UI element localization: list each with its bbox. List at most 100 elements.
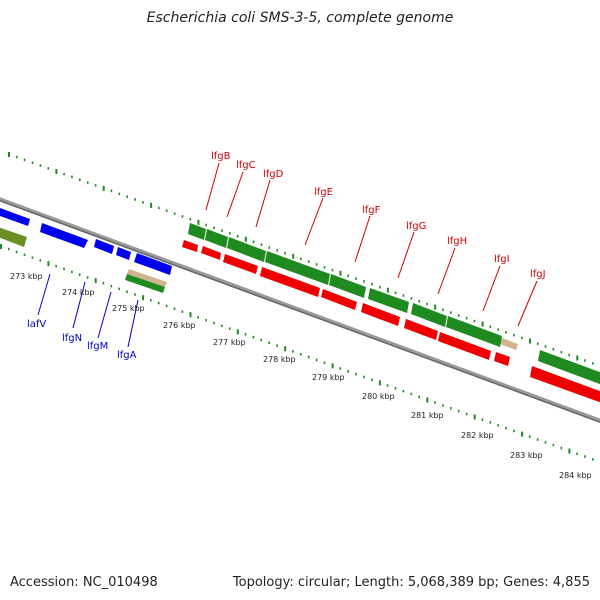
gene-label-lfgD: lfgD: [263, 169, 284, 180]
track-dot: [505, 331, 507, 334]
cds-arrow-red: [438, 332, 491, 360]
track-dot: [323, 266, 326, 269]
cds-arrow-blue: [134, 253, 172, 275]
track-dot: [315, 263, 318, 266]
track-dot: [544, 441, 547, 444]
track-dot: [55, 169, 58, 174]
gene-bar-green: [538, 350, 600, 385]
track-dot: [63, 172, 65, 176]
track-dot: [315, 358, 318, 362]
track-dot: [307, 260, 310, 263]
track-dot: [339, 270, 342, 276]
track-dot: [497, 424, 499, 427]
scale-label: 274 kbp: [62, 288, 95, 297]
gene-bar-green: [446, 316, 502, 347]
track-dot: [31, 161, 34, 164]
track-dot: [15, 155, 18, 159]
gene-bar-green: [265, 251, 330, 285]
track-dot: [181, 310, 184, 313]
track-dot: [260, 338, 263, 342]
gene-bar-green: [411, 303, 447, 327]
scale-label: 284 kbp: [559, 471, 592, 480]
cds-arrow-red: [321, 289, 357, 310]
track-dot: [363, 375, 365, 379]
scale-label: 273 kbp: [10, 272, 43, 281]
gene-label-lfgJ: lfgJ: [530, 269, 546, 280]
track-dot: [126, 195, 128, 198]
map-title: Escherichia coli SMS-3-5, complete genom…: [146, 10, 454, 26]
track-dot: [157, 301, 160, 305]
track-dot: [110, 284, 113, 288]
track-dot: [23, 158, 26, 162]
track-dot: [418, 395, 420, 399]
track-dot: [213, 321, 215, 325]
gene-label-lfgM: lfgM: [87, 341, 108, 352]
track-dot: [481, 321, 484, 327]
track-dot: [268, 246, 271, 249]
scale-label: 279 kbp: [312, 373, 345, 382]
green-gene-track: [188, 223, 600, 385]
track-dot: [592, 362, 594, 365]
track-dot: [434, 401, 436, 404]
track-dot: [402, 389, 405, 393]
track-dot: [560, 350, 563, 354]
track-dot: [529, 338, 531, 344]
scale-label: 278 kbp: [263, 355, 296, 364]
track-dot: [158, 206, 160, 210]
cds-arrow-red: [361, 303, 400, 326]
tan-feature: [500, 338, 518, 350]
scale-label: 283 kbp: [510, 451, 543, 460]
track-dot: [473, 319, 476, 323]
cds-arrow-blue: [94, 239, 114, 254]
track-dot: [94, 278, 97, 284]
cds-arrow-red: [201, 246, 221, 260]
track-dot: [134, 293, 136, 296]
track-dot: [347, 370, 349, 373]
track-dot: [584, 359, 586, 362]
track-dot: [221, 324, 223, 328]
red-label-lines: [205, 162, 538, 327]
track-dot: [378, 380, 381, 386]
track-dot: [252, 335, 255, 339]
gene-label-lfgH: lfgH: [447, 236, 467, 247]
cds-arrow-red: [182, 240, 198, 252]
track-dot: [236, 235, 239, 238]
track-dot: [244, 236, 247, 242]
track-dot: [331, 268, 334, 272]
track-dot: [142, 295, 145, 301]
cds-arrow-red: [494, 352, 510, 366]
track-dot: [560, 446, 563, 450]
track-dot: [307, 355, 310, 359]
track-dot: [481, 418, 484, 421]
track-dot: [576, 452, 578, 455]
track-dot: [134, 198, 136, 201]
track-dot: [394, 387, 397, 390]
gene-label-lfgC: lfgC: [236, 160, 256, 171]
track-dot: [165, 209, 168, 212]
track-dot: [410, 392, 413, 396]
track-dot: [31, 256, 34, 259]
gene-label-lfgI: lfgI: [494, 254, 510, 265]
upper-dotted-track: [8, 152, 594, 365]
track-dot: [55, 264, 57, 268]
track-dot: [386, 384, 389, 387]
track-dot: [457, 409, 460, 413]
track-dot: [189, 312, 192, 318]
track-dot: [292, 253, 295, 259]
track-dot: [276, 344, 278, 347]
track-dot: [513, 333, 515, 337]
track-dot: [197, 316, 199, 319]
gene-bar-green: [205, 229, 228, 248]
track-dot: [521, 336, 523, 340]
track-dot: [94, 184, 97, 187]
track-dot: [213, 226, 215, 229]
track-dot: [300, 257, 302, 261]
track-dot: [284, 346, 287, 352]
track-dot: [47, 167, 50, 170]
track-dot: [150, 202, 153, 208]
track-dot: [355, 372, 357, 376]
track-dot: [402, 294, 405, 297]
track-dot: [268, 341, 270, 345]
track-dot: [331, 363, 334, 369]
